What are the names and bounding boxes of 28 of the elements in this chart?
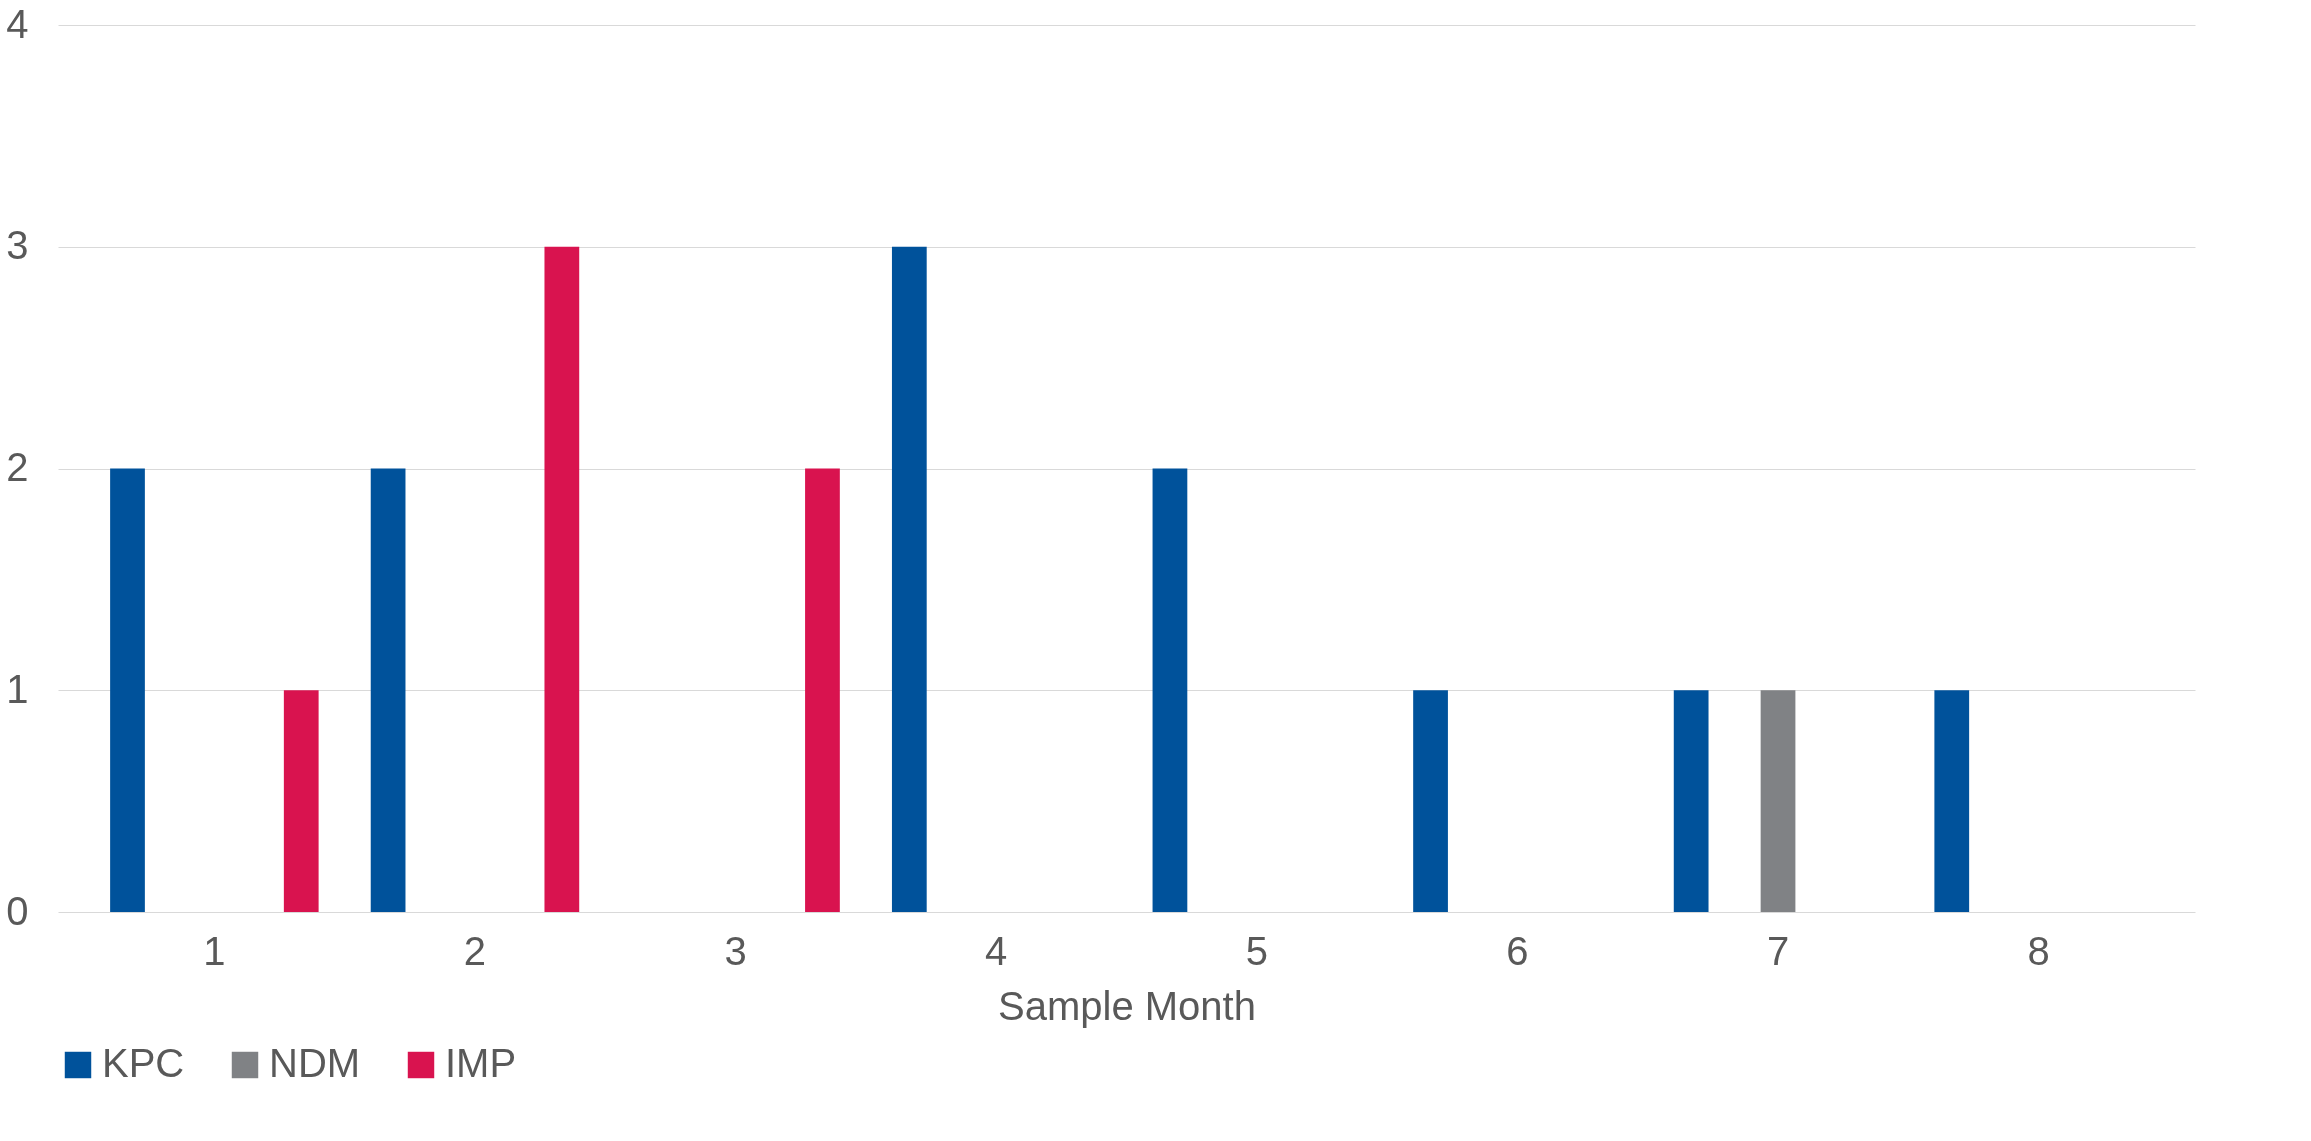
bar bbox=[1673, 690, 1709, 912]
x-tick-label: 5 bbox=[1245, 928, 1268, 973]
y-tick-label: 2 bbox=[6, 445, 29, 489]
bar bbox=[1413, 690, 1448, 912]
y-tick-label: 0 bbox=[6, 888, 29, 933]
legend-label: IMP bbox=[445, 1041, 517, 1085]
bar bbox=[891, 246, 927, 912]
bar bbox=[370, 468, 406, 912]
x-tick-label: 7 bbox=[1766, 928, 1790, 973]
x-tick-label: 8 bbox=[2027, 928, 2050, 973]
bar bbox=[1760, 690, 1796, 912]
y-tick-label: 4 bbox=[6, 1, 29, 46]
y-tick-label: 3 bbox=[6, 223, 29, 268]
bar bbox=[283, 690, 319, 912]
x-tick-label: 3 bbox=[724, 928, 747, 973]
x-axis-title: Sample Month bbox=[998, 983, 1256, 1028]
bar bbox=[110, 468, 145, 912]
legend-label: KPC bbox=[102, 1041, 185, 1085]
y-tick-label: 1 bbox=[6, 666, 29, 711]
bar bbox=[805, 468, 840, 912]
bar bbox=[1934, 690, 1970, 912]
x-tick-label: 2 bbox=[463, 928, 487, 973]
bar bbox=[1152, 468, 1188, 912]
bar bbox=[544, 246, 580, 912]
x-tick-label: 4 bbox=[985, 928, 1008, 973]
x-tick-label: 6 bbox=[1506, 928, 1529, 973]
legend-label: NDM bbox=[269, 1041, 361, 1085]
x-tick-label: 1 bbox=[203, 928, 226, 973]
